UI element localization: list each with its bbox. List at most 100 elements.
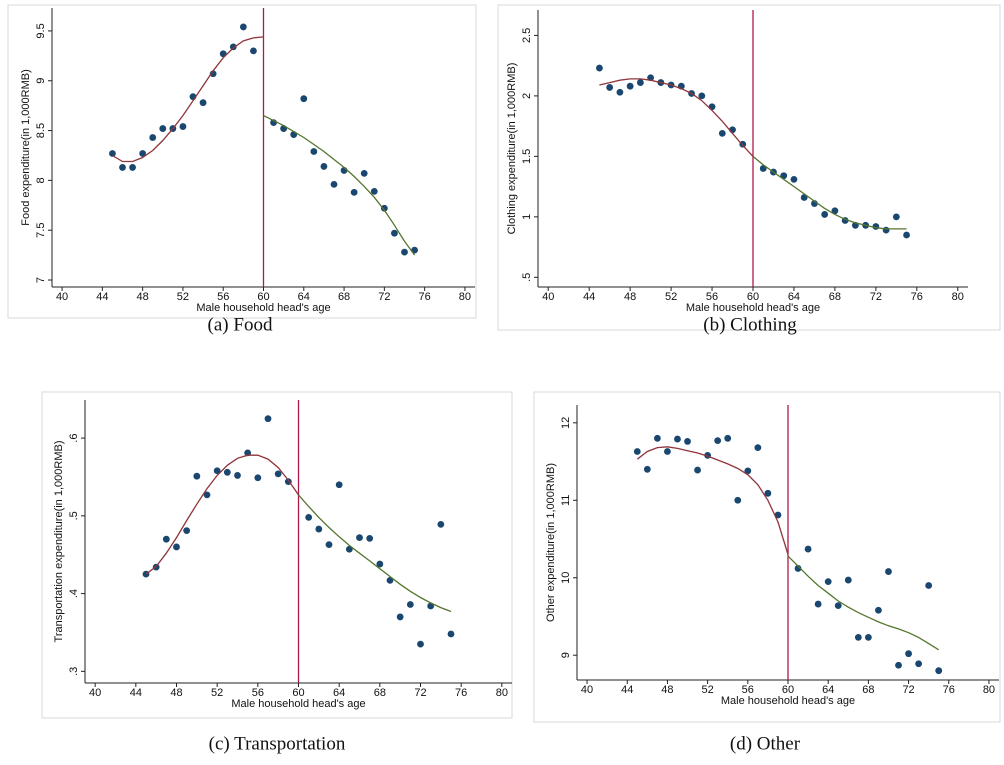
x-tick-label: 68 — [829, 291, 841, 303]
x-tick-label: 76 — [419, 291, 431, 303]
x-tick-label: 64 — [822, 684, 834, 696]
data-point — [223, 468, 231, 476]
data-point — [320, 163, 328, 170]
y-tick-label: 2 — [521, 93, 533, 99]
x-tick-label: 52 — [665, 291, 677, 303]
data-point — [315, 525, 323, 533]
data-point — [360, 170, 368, 177]
fit-line — [145, 454, 300, 575]
data-point — [356, 534, 363, 542]
y-tick-label: 11 — [560, 495, 572, 506]
data-point — [234, 472, 241, 479]
y-axis-label: Other expenditure(in 1,000RMB) — [545, 463, 557, 622]
data-point — [199, 99, 207, 107]
y-tick-label: 9 — [560, 652, 572, 658]
data-point — [380, 204, 388, 212]
x-tick-label: 44 — [621, 684, 633, 696]
y-tick-label: .6 — [68, 434, 80, 443]
data-point — [437, 520, 445, 528]
x-tick-label: 56 — [252, 687, 264, 699]
x-tick-label: 60 — [782, 684, 794, 696]
data-point — [366, 534, 374, 542]
data-point — [794, 565, 802, 572]
data-point — [183, 527, 191, 535]
x-tick-label: 80 — [983, 684, 995, 696]
x-tick-label: 68 — [862, 684, 874, 696]
data-point — [300, 95, 308, 103]
x-tick-label: 48 — [137, 291, 149, 303]
data-point — [310, 148, 318, 155]
data-point — [213, 467, 221, 475]
data-point — [254, 474, 262, 482]
data-point — [744, 467, 752, 475]
data-point — [173, 543, 180, 551]
data-point — [864, 633, 872, 641]
y-tick-label: .5 — [68, 511, 80, 520]
y-tick-label: 7 — [35, 277, 47, 283]
fit-line — [112, 36, 264, 163]
data-point — [406, 601, 414, 608]
y-tick-label: .5 — [521, 273, 533, 282]
y-axis-label: Transportation expenditure(in 1,000RMB) — [53, 441, 65, 643]
x-axis-label: Male household head's age — [231, 698, 365, 710]
y-tick-label: .3 — [68, 667, 80, 676]
data-point — [903, 231, 910, 239]
data-point — [159, 125, 167, 132]
x-tick-label: 68 — [374, 687, 386, 699]
panel: 40 44 48 52 56 60 64 68 72 76 80 9 10 11 12 Other expen… — [533, 391, 1001, 754]
panel-frame — [7, 4, 477, 319]
x-tick-label: 44 — [96, 291, 108, 303]
x-axis-label: Male household head's age — [686, 302, 820, 314]
y-tick-label: 10 — [560, 572, 572, 584]
panel-caption: (d) Other — [730, 733, 801, 754]
data-point — [831, 207, 839, 215]
fit-line — [599, 78, 754, 157]
x-tick-label: 56 — [706, 291, 718, 303]
x-tick-label: 40 — [542, 291, 554, 303]
x-tick-label: 52 — [211, 687, 223, 699]
y-tick-label: 1 — [521, 214, 533, 220]
data-point — [417, 640, 424, 648]
x-tick-label: 44 — [583, 291, 595, 303]
data-point — [370, 187, 378, 195]
x-axis-label: Male household head's age — [721, 695, 855, 707]
data-point — [391, 229, 398, 237]
panel: 40 44 48 52 56 60 64 68 72 76 80 7 7.5 8 8.5 9 9.5 Food e… — [7, 4, 477, 335]
data-point — [596, 64, 603, 72]
x-tick-label: 56 — [742, 684, 754, 696]
data-point — [925, 582, 933, 589]
data-point — [305, 513, 313, 521]
data-point — [350, 188, 358, 196]
x-tick-label: 48 — [170, 687, 182, 699]
y-tick-label: 9.5 — [35, 23, 47, 38]
data-point — [129, 164, 136, 171]
x-tick-label: 76 — [911, 291, 923, 303]
data-point — [821, 211, 829, 218]
data-point — [229, 43, 237, 51]
data-point — [875, 606, 882, 614]
data-point — [764, 489, 772, 497]
data-point — [905, 650, 912, 658]
panel: 40 44 48 52 56 60 64 68 72 76 80 .3 .4 .5 .6Transporta… — [41, 391, 513, 754]
data-point — [345, 545, 353, 553]
data-point — [626, 82, 634, 90]
data-point — [844, 576, 852, 584]
x-tick-label: 60 — [292, 687, 304, 699]
panel-caption: (a) Food — [208, 314, 273, 335]
y-tick-label: .4 — [68, 589, 80, 598]
x-tick-label: 68 — [338, 291, 350, 303]
data-point — [718, 129, 726, 137]
data-point — [694, 466, 701, 474]
y-tick-label: 8 — [35, 177, 47, 183]
data-point — [892, 213, 900, 221]
data-point — [915, 660, 923, 668]
x-tick-label: 76 — [455, 687, 467, 699]
x-tick-label: 60 — [257, 291, 269, 303]
data-point — [616, 88, 624, 96]
fit-line — [263, 115, 416, 256]
data-point — [885, 568, 892, 575]
data-point — [179, 123, 187, 130]
y-tick-label: 1.5 — [521, 149, 533, 164]
data-point — [774, 511, 782, 519]
